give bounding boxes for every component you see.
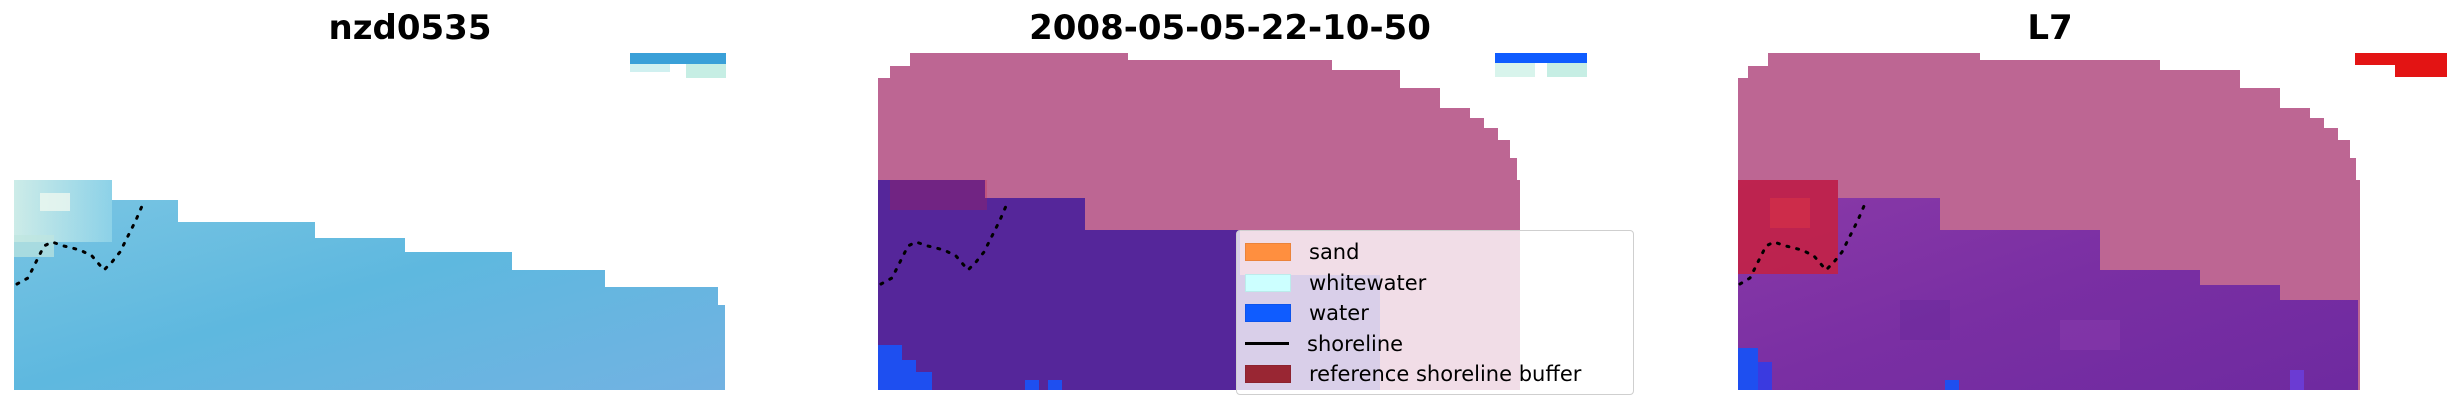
rgb-image [14, 53, 726, 390]
shoreline-dotted [15, 204, 144, 286]
legend-line-shoreline [1245, 342, 1289, 346]
legend-item-whitewater: whitewater [1245, 268, 1623, 299]
legend-item-shoreline: shoreline [1245, 329, 1623, 360]
legend-label: whitewater [1309, 270, 1427, 295]
reference-buffer [890, 180, 987, 210]
legend-label: sand [1309, 240, 1360, 265]
panel-title: 2008-05-05-22-10-50 [1029, 8, 1431, 48]
legend-swatch-sand [1245, 243, 1291, 262]
rgb-patch [630, 53, 726, 64]
legend: sand whitewater water shoreline referenc… [1236, 230, 1634, 395]
water-pixels [878, 345, 902, 390]
ocean-area [14, 180, 725, 390]
legend-label: reference shoreline buffer [1309, 362, 1582, 387]
water-pixels [1738, 348, 1758, 390]
legend-label: shoreline [1307, 331, 1404, 356]
legend-item-water: water [1245, 298, 1623, 329]
legend-swatch-whitewater [1245, 273, 1291, 292]
legend-swatch-reference-buffer [1245, 365, 1291, 384]
panel-rgb: nzd0535 [0, 0, 820, 404]
shoreline-dotted [879, 204, 1008, 286]
shoreline-dotted [1738, 204, 1866, 286]
legend-item-reference-buffer: reference shoreline buffer [1245, 359, 1623, 390]
legend-label: water [1309, 301, 1369, 326]
water-class-area [878, 180, 1240, 390]
panel-index: L7 [1640, 0, 2460, 404]
panel-classified: 2008-05-05-22-10-50 sand whitewater wate… [820, 0, 1640, 404]
index-image [1738, 53, 2447, 390]
panel-title: nzd0535 [328, 8, 492, 48]
marker-red [2355, 53, 2447, 65]
panel-title: L7 [2027, 8, 2073, 48]
legend-swatch-water [1245, 304, 1291, 323]
legend-item-sand: sand [1245, 237, 1623, 268]
index-water-area [1738, 180, 2358, 390]
